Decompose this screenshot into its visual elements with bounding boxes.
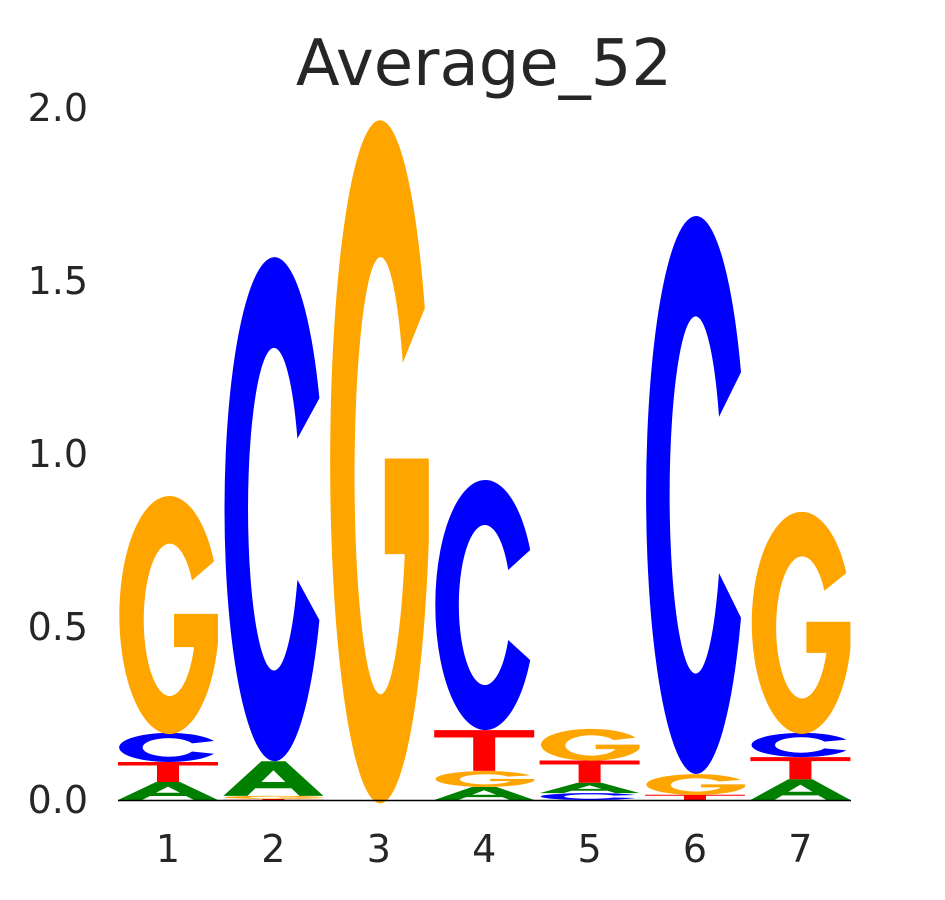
logo-letters xyxy=(118,120,851,804)
logo-position-1 xyxy=(118,495,218,800)
logo-letter-G xyxy=(119,495,218,735)
x-tick-label: 3 xyxy=(367,827,391,871)
logo-letter-G xyxy=(330,120,429,804)
logo-letter-C xyxy=(224,257,320,762)
x-tick-label: 2 xyxy=(261,827,285,871)
logo-letter-A xyxy=(750,779,851,800)
y-tick-label: 1.5 xyxy=(28,259,88,303)
logo-letter-C xyxy=(435,479,531,731)
y-axis-ticks: 0.0 0.5 1.0 1.5 2.0 xyxy=(28,86,88,822)
logo-letter-A xyxy=(223,761,324,796)
logo-position-4 xyxy=(434,479,535,800)
logo-letter-T xyxy=(118,761,218,783)
logo-letter-T xyxy=(750,757,851,780)
logo-letter-A xyxy=(434,786,535,800)
logo-letter-G xyxy=(646,774,745,795)
x-axis-ticks: 1 2 3 4 5 6 7 xyxy=(156,827,813,871)
y-tick-label: 2.0 xyxy=(28,86,88,130)
x-tick-label: 1 xyxy=(156,827,180,871)
logo-letter-A xyxy=(539,782,640,794)
logo-position-6 xyxy=(645,215,745,800)
logo-letter-T xyxy=(539,760,640,783)
logo-letter-G xyxy=(751,511,851,734)
logo-letter-A xyxy=(118,782,218,800)
y-tick-label: 0.5 xyxy=(28,605,88,649)
logo-position-7 xyxy=(750,511,851,800)
logo-letter-T xyxy=(645,794,745,800)
x-tick-label: 7 xyxy=(788,827,812,871)
logo-letter-C xyxy=(751,732,847,758)
x-tick-label: 6 xyxy=(683,827,707,871)
chart-title: Average_52 xyxy=(296,27,672,101)
logo-letter-G xyxy=(540,728,640,761)
x-tick-label: 4 xyxy=(472,827,496,871)
logo-letter-C xyxy=(119,732,214,762)
y-tick-label: 1.0 xyxy=(28,432,88,476)
logo-letter-C xyxy=(540,793,636,800)
logo-letter-G xyxy=(435,771,535,787)
logo-letter-G xyxy=(224,795,324,799)
logo-position-3 xyxy=(330,120,429,804)
logo-letter-C xyxy=(646,215,741,775)
logo-position-2 xyxy=(223,257,324,800)
y-tick-label: 0.0 xyxy=(28,778,88,822)
logo-letter-T xyxy=(434,730,535,771)
x-tick-label: 5 xyxy=(578,827,602,871)
logo-position-5 xyxy=(539,728,640,800)
logo-letter-T xyxy=(223,798,324,800)
